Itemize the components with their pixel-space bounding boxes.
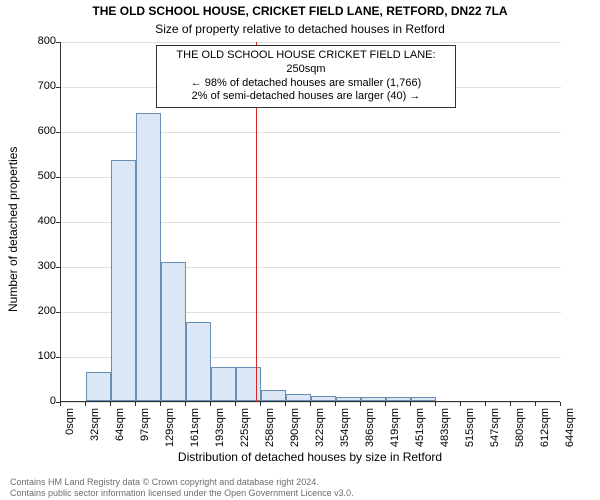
y-tick-mark bbox=[56, 267, 60, 268]
footer-attribution: Contains HM Land Registry data © Crown c… bbox=[10, 477, 354, 498]
x-tick-label: 451sqm bbox=[414, 408, 426, 447]
x-tick-mark bbox=[285, 402, 286, 406]
histogram-bar bbox=[236, 367, 261, 401]
x-tick-label: 64sqm bbox=[114, 408, 126, 441]
histogram-bar bbox=[261, 390, 286, 401]
x-tick-label: 354sqm bbox=[339, 408, 351, 447]
y-tick-label: 100 bbox=[16, 350, 56, 362]
annotation-line: THE OLD SCHOOL HOUSE CRICKET FIELD LANE:… bbox=[163, 49, 449, 77]
histogram-bar bbox=[386, 397, 411, 402]
y-tick-label: 600 bbox=[16, 125, 56, 137]
x-tick-mark bbox=[210, 402, 211, 406]
chart-title: THE OLD SCHOOL HOUSE, CRICKET FIELD LANE… bbox=[0, 4, 600, 18]
y-tick-label: 700 bbox=[16, 80, 56, 92]
x-tick-mark bbox=[435, 402, 436, 406]
x-tick-mark bbox=[160, 402, 161, 406]
x-tick-label: 483sqm bbox=[439, 408, 451, 447]
x-tick-label: 258sqm bbox=[264, 408, 276, 447]
x-axis-label: Distribution of detached houses by size … bbox=[60, 450, 560, 464]
gridline bbox=[61, 402, 561, 403]
y-tick-mark bbox=[56, 312, 60, 313]
x-tick-label: 580sqm bbox=[514, 408, 526, 447]
x-tick-label: 612sqm bbox=[539, 408, 551, 447]
x-tick-mark bbox=[185, 402, 186, 406]
x-tick-mark bbox=[85, 402, 86, 406]
annotation-line: ← 98% of detached houses are smaller (1,… bbox=[163, 77, 449, 91]
x-tick-mark bbox=[135, 402, 136, 406]
x-tick-mark bbox=[410, 402, 411, 406]
x-tick-label: 0sqm bbox=[64, 408, 76, 435]
histogram-bar bbox=[361, 397, 386, 401]
x-tick-mark bbox=[235, 402, 236, 406]
x-tick-label: 515sqm bbox=[464, 408, 476, 447]
histogram-bar bbox=[311, 396, 336, 401]
x-tick-mark bbox=[360, 402, 361, 406]
y-tick-mark bbox=[56, 177, 60, 178]
y-tick-mark bbox=[56, 222, 60, 223]
x-tick-mark bbox=[535, 402, 536, 406]
x-tick-mark bbox=[60, 402, 61, 406]
footer-line-1: Contains HM Land Registry data © Crown c… bbox=[10, 477, 354, 487]
y-tick-mark bbox=[56, 132, 60, 133]
x-tick-label: 193sqm bbox=[214, 408, 226, 447]
x-tick-label: 322sqm bbox=[314, 408, 326, 447]
annotation-box: THE OLD SCHOOL HOUSE CRICKET FIELD LANE:… bbox=[156, 45, 456, 108]
x-tick-label: 225sqm bbox=[239, 408, 251, 447]
y-tick-label: 0 bbox=[16, 395, 56, 407]
x-tick-mark bbox=[110, 402, 111, 406]
x-tick-mark bbox=[260, 402, 261, 406]
plot-area: THE OLD SCHOOL HOUSE CRICKET FIELD LANE:… bbox=[60, 42, 560, 402]
x-tick-label: 419sqm bbox=[389, 408, 401, 447]
x-tick-mark bbox=[560, 402, 561, 406]
footer-line-2: Contains public sector information licen… bbox=[10, 488, 354, 498]
y-tick-label: 400 bbox=[16, 215, 56, 227]
x-tick-label: 547sqm bbox=[489, 408, 501, 447]
y-tick-mark bbox=[56, 357, 60, 358]
histogram-bar bbox=[211, 367, 236, 401]
x-tick-label: 161sqm bbox=[189, 408, 201, 447]
histogram-bar bbox=[111, 160, 136, 401]
histogram-bar bbox=[86, 372, 111, 401]
x-tick-mark bbox=[310, 402, 311, 406]
chart-subtitle: Size of property relative to detached ho… bbox=[0, 22, 600, 36]
histogram-bar bbox=[186, 322, 211, 401]
x-tick-label: 644sqm bbox=[564, 408, 576, 447]
x-tick-label: 129sqm bbox=[164, 408, 176, 447]
x-tick-mark bbox=[460, 402, 461, 406]
x-tick-mark bbox=[385, 402, 386, 406]
x-tick-mark bbox=[510, 402, 511, 406]
y-tick-label: 300 bbox=[16, 260, 56, 272]
y-tick-mark bbox=[56, 42, 60, 43]
histogram-bar bbox=[336, 397, 361, 402]
y-tick-mark bbox=[56, 87, 60, 88]
chart-container: THE OLD SCHOOL HOUSE, CRICKET FIELD LANE… bbox=[0, 0, 600, 500]
x-tick-label: 386sqm bbox=[364, 408, 376, 447]
x-tick-mark bbox=[335, 402, 336, 406]
y-tick-label: 500 bbox=[16, 170, 56, 182]
histogram-bar bbox=[411, 397, 436, 402]
annotation-line: 2% of semi-detached houses are larger (4… bbox=[163, 90, 449, 104]
x-tick-label: 97sqm bbox=[139, 408, 151, 441]
histogram-bar bbox=[136, 113, 161, 401]
y-tick-label: 200 bbox=[16, 305, 56, 317]
x-tick-mark bbox=[485, 402, 486, 406]
histogram-bar bbox=[286, 394, 311, 401]
histogram-bar bbox=[161, 262, 186, 402]
x-tick-label: 290sqm bbox=[289, 408, 301, 447]
x-tick-label: 32sqm bbox=[89, 408, 101, 441]
y-tick-label: 800 bbox=[16, 35, 56, 47]
gridline bbox=[61, 42, 561, 43]
